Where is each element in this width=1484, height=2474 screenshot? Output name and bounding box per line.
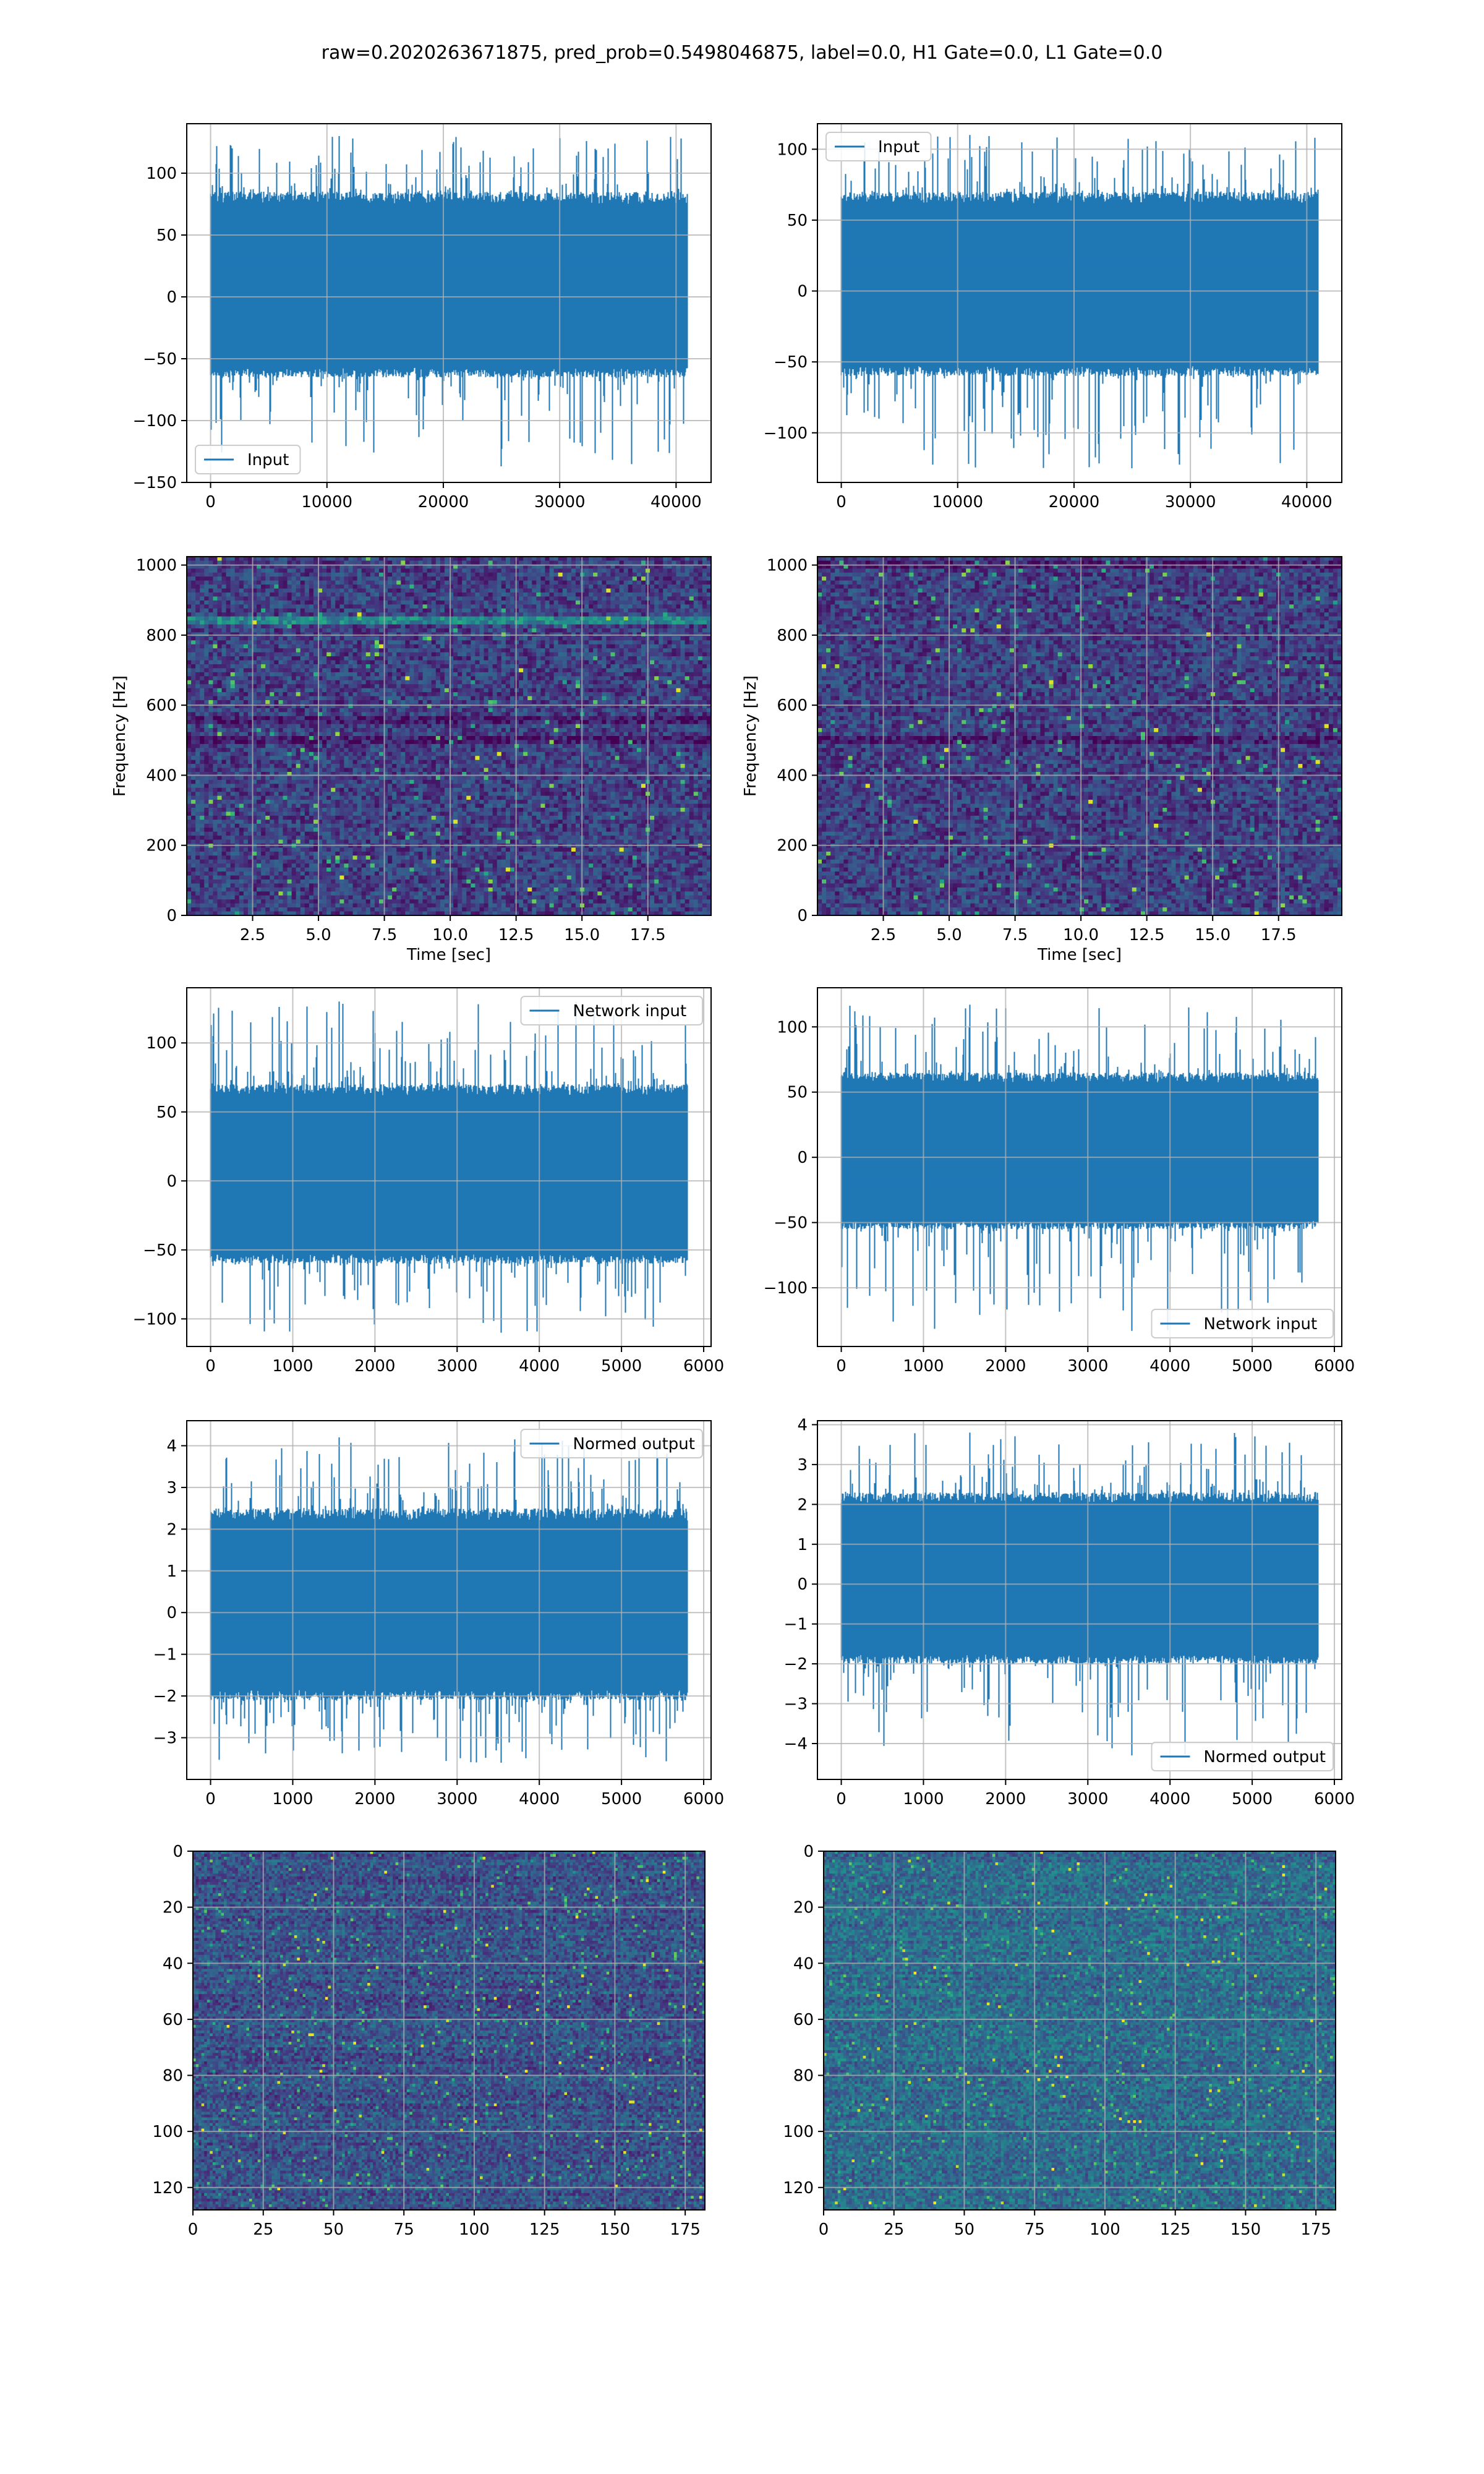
y-tick-label: 20 — [793, 1899, 814, 1917]
plot-area — [824, 1851, 1336, 2211]
x-tick-label: 75 — [1025, 2220, 1045, 2239]
x-tick-label: 100 — [1090, 2220, 1120, 2239]
x-tick-label: 0 — [819, 2220, 829, 2239]
x-tick-label: 50 — [954, 2220, 974, 2239]
y-tick-label: 40 — [793, 1954, 814, 1973]
y-tick-label: 100 — [783, 2123, 814, 2141]
y-tick-label: 120 — [783, 2179, 814, 2198]
x-tick-label: 175 — [1300, 2220, 1331, 2239]
x-tick-label: 125 — [1160, 2220, 1191, 2239]
x-tick-label: 150 — [1230, 2220, 1261, 2239]
y-tick-label: 60 — [793, 2011, 814, 2029]
x-tick-label: 25 — [884, 2220, 904, 2239]
y-tick-label: 0 — [803, 1843, 814, 1861]
y-tick-label: 80 — [793, 2067, 814, 2086]
